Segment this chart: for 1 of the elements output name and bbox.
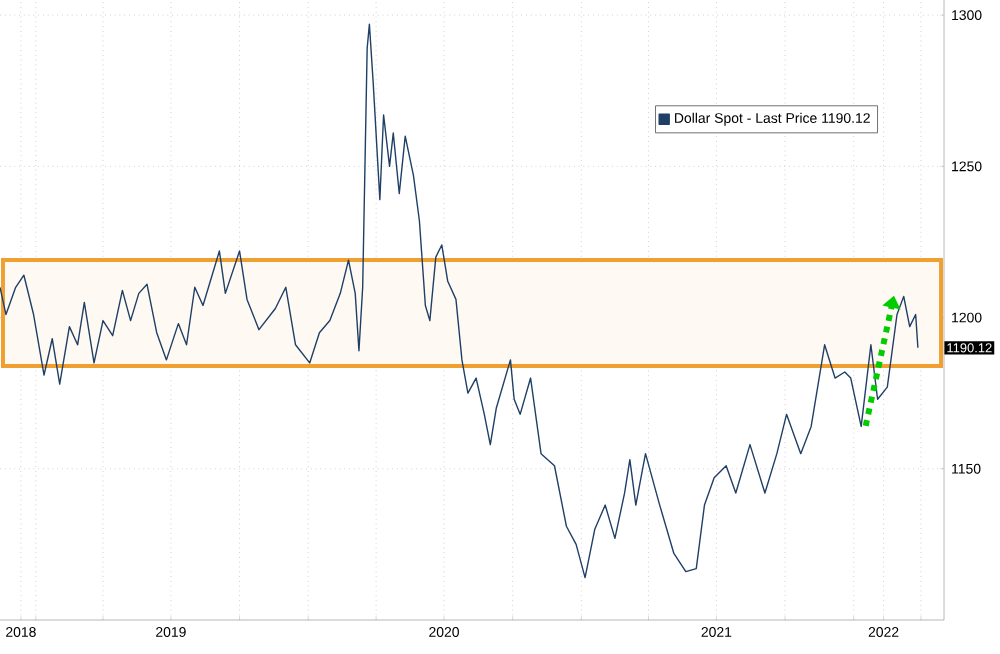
line-series [0,23,919,579]
